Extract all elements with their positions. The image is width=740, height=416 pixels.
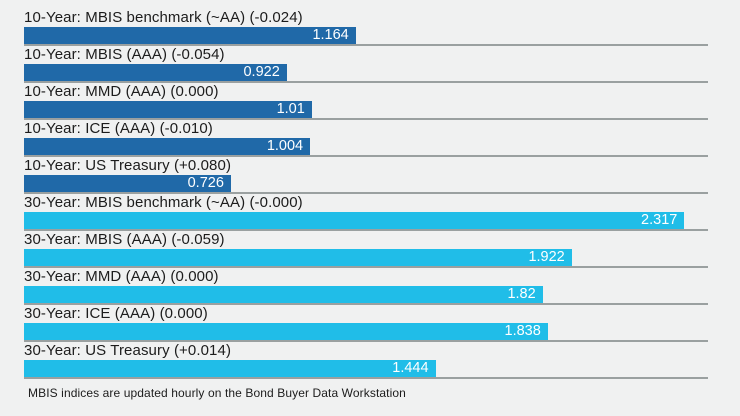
bar-label: 10-Year: ICE (AAA) (-0.010) xyxy=(24,120,213,137)
bar-label: 10-Year: MMD (AAA) (0.000) xyxy=(24,83,219,100)
chart-row: 10-Year: ICE (AAA) (-0.010) 1.004 xyxy=(24,120,708,157)
chart-row: 30-Year: ICE (AAA) (0.000) 1.838 xyxy=(24,305,708,342)
chart-row: 30-Year: US Treasury (+0.014) 1.444 xyxy=(24,342,708,379)
bar-value-label: 2.317 xyxy=(641,212,678,228)
bar-baseline: 0.922 xyxy=(24,64,708,83)
bar-value-label: 0.922 xyxy=(243,64,280,80)
bar: 1.164 xyxy=(24,27,356,44)
bar-value-label: 0.726 xyxy=(187,175,224,191)
bar-value-label: 1.01 xyxy=(276,101,305,117)
chart-row: 30-Year: MBIS benchmark (~AA) (-0.000) 2… xyxy=(24,194,708,231)
bar-label: 30-Year: US Treasury (+0.014) xyxy=(24,342,232,359)
bar-value-label: 1.164 xyxy=(312,27,349,43)
footer-note: MBIS indices are updated hourly on the B… xyxy=(28,386,406,400)
bar-value-label: 1.922 xyxy=(528,249,565,265)
yield-bar-chart: 10-Year: MBIS benchmark (~AA) (-0.024) 1… xyxy=(24,9,740,400)
bar-baseline: 2.317 xyxy=(24,212,708,231)
bar-baseline: 1.82 xyxy=(24,286,708,305)
chart-row: 30-Year: MBIS (AAA) (-0.059) 1.922 xyxy=(24,231,708,268)
bar-baseline: 0.726 xyxy=(24,175,708,194)
chart-row: 10-Year: US Treasury (+0.080) 0.726 xyxy=(24,157,708,194)
bar-value-label: 1.004 xyxy=(266,138,304,154)
bar-baseline: 1.164 xyxy=(24,27,708,46)
chart-rows: 10-Year: MBIS benchmark (~AA) (-0.024) 1… xyxy=(24,9,740,379)
bar: 1.922 xyxy=(24,249,572,266)
bar-label: 30-Year: MBIS benchmark (~AA) (-0.000) xyxy=(24,194,303,211)
bar-value-label: 1.82 xyxy=(507,286,536,302)
bar: 2.317 xyxy=(24,212,685,229)
bar: 1.838 xyxy=(24,323,548,340)
bar-label: 30-Year: MMD (AAA) (0.000) xyxy=(24,268,219,285)
bar-value-label: 1.838 xyxy=(504,323,541,339)
bar-baseline: 1.444 xyxy=(24,360,708,379)
bar-baseline: 1.01 xyxy=(24,101,708,120)
bar-baseline: 1.922 xyxy=(24,249,708,268)
bar: 1.444 xyxy=(24,360,436,377)
bar: 0.726 xyxy=(24,175,231,192)
bar: 1.004 xyxy=(24,138,311,155)
chart-row: 10-Year: MBIS benchmark (~AA) (-0.024) 1… xyxy=(24,9,708,46)
chart-row: 10-Year: MBIS (AAA) (-0.054) 0.922 xyxy=(24,46,708,83)
bar-value-label: 1.444 xyxy=(392,360,429,376)
chart-row: 10-Year: MMD (AAA) (0.000) 1.01 xyxy=(24,83,708,120)
bar-baseline: 1.004 xyxy=(24,138,708,157)
bar-baseline: 1.838 xyxy=(24,323,708,342)
bar-label: 10-Year: MBIS (AAA) (-0.054) xyxy=(24,46,225,63)
bar: 1.01 xyxy=(24,101,312,118)
chart-row: 30-Year: MMD (AAA) (0.000) 1.82 xyxy=(24,268,708,305)
bar: 0.922 xyxy=(24,64,287,81)
bar-label: 30-Year: ICE (AAA) (0.000) xyxy=(24,305,208,322)
bar-label: 10-Year: MBIS benchmark (~AA) (-0.024) xyxy=(24,9,303,26)
bar-label: 30-Year: MBIS (AAA) (-0.059) xyxy=(24,231,225,248)
bar-label: 10-Year: US Treasury (+0.080) xyxy=(24,157,232,174)
bar: 1.82 xyxy=(24,286,543,303)
